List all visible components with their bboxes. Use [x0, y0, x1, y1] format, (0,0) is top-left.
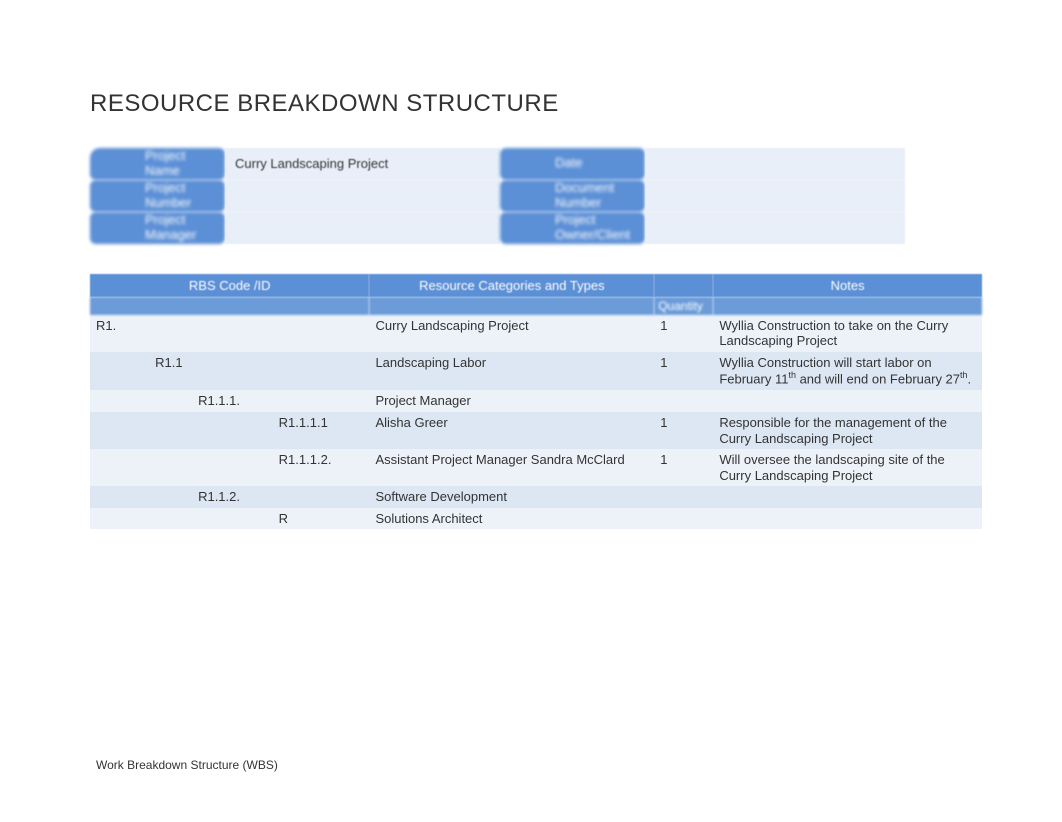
page-title: RESOURCE BREAKDOWN STRUCTURE — [90, 90, 982, 118]
label-date: Date — [500, 148, 645, 180]
table-cell — [654, 486, 713, 508]
label-project-number: Project Number — [90, 180, 225, 212]
table-cell: Landscaping Labor — [369, 352, 654, 391]
table-cell — [273, 390, 359, 412]
table-cell — [273, 352, 359, 391]
value-project-name: Curry Landscaping Project — [225, 148, 500, 180]
table-cell: R1.1 — [149, 352, 192, 391]
table-cell — [149, 508, 192, 530]
table-cell — [90, 486, 149, 508]
th-sub-blank1 — [90, 297, 369, 315]
th-qty-spacer — [654, 274, 713, 297]
table-cell-notes: Responsible for the management of the Cu… — [713, 412, 982, 449]
document-page: RESOURCE BREAKDOWN STRUCTURE Project Nam… — [0, 0, 1062, 529]
table-cell: R1.1.1.1 — [273, 412, 359, 449]
table-cell: Curry Landscaping Project — [369, 315, 654, 352]
table-row: R1.1.2. Software Development — [90, 486, 982, 508]
table-row: R1. Curry Landscaping Project1Wyllia Cons… — [90, 315, 982, 352]
table-cell: Solutions Architect — [369, 508, 654, 530]
table-cell — [359, 449, 370, 486]
table-cell: 1 — [654, 412, 713, 449]
rbs-table-head: RBS Code /ID Resource Categories and Typ… — [90, 274, 982, 315]
table-cell: 1 — [654, 449, 713, 486]
table-row: R Solutions Architect — [90, 508, 982, 530]
table-cell: Project Manager — [369, 390, 654, 412]
table-cell — [149, 486, 192, 508]
table-cell-notes: Will oversee the landscaping site of the… — [713, 449, 982, 486]
label-document-number: Document Number — [500, 180, 645, 212]
table-row: R1.1.1.1 Alisha Greer1Responsible for the… — [90, 412, 982, 449]
th-code: RBS Code /ID — [90, 274, 369, 297]
table-cell-notes — [713, 390, 982, 412]
table-cell: Assistant Project Manager Sandra McClard — [369, 449, 654, 486]
th-sub-blank3 — [713, 297, 982, 315]
value-date — [645, 148, 905, 180]
table-cell — [273, 486, 359, 508]
table-cell — [90, 352, 149, 391]
table-row: R1.1 Landscaping Labor1Wyllia Constructio… — [90, 352, 982, 391]
label-owner-client: Project Owner/Client — [500, 212, 645, 244]
table-cell: Alisha Greer — [369, 412, 654, 449]
th-categories: Resource Categories and Types — [369, 274, 654, 297]
table-cell — [90, 449, 149, 486]
table-cell-notes — [713, 508, 982, 530]
table-row: R1.1.1. Project Manager — [90, 390, 982, 412]
project-info-grid: Project Name Curry Landscaping Project D… — [90, 148, 982, 244]
table-cell — [90, 412, 149, 449]
table-cell — [149, 412, 192, 449]
table-cell — [149, 449, 192, 486]
table-cell: Software Development — [369, 486, 654, 508]
table-cell — [90, 390, 149, 412]
table-cell: 1 — [654, 352, 713, 391]
table-cell: 1 — [654, 315, 713, 352]
table-cell-notes — [713, 486, 982, 508]
table-cell — [192, 352, 273, 391]
value-owner-client — [645, 212, 905, 244]
table-cell — [359, 352, 370, 391]
rbs-table-body: R1.Curry Landscaping Project1Wyllia Cons… — [90, 315, 982, 530]
table-cell — [359, 508, 370, 530]
th-sub-blank2 — [369, 297, 654, 315]
table-cell — [359, 315, 370, 352]
table-cell-notes: Wyllia Construction will start labor on … — [713, 352, 982, 391]
table-cell — [192, 508, 273, 530]
th-notes: Notes — [713, 274, 982, 297]
table-cell — [192, 412, 273, 449]
table-cell — [359, 390, 370, 412]
table-cell — [273, 315, 359, 352]
value-document-number — [645, 180, 905, 212]
table-cell — [654, 390, 713, 412]
label-project-name: Project Name — [90, 148, 225, 180]
table-cell: R1.1.1.2. — [273, 449, 359, 486]
table-cell — [149, 315, 192, 352]
table-cell — [359, 412, 370, 449]
table-cell — [90, 508, 149, 530]
table-cell: R1. — [90, 315, 149, 352]
label-project-manager: Project Manager — [90, 212, 225, 244]
table-cell — [654, 508, 713, 530]
table-row: R1.1.1.2. Assistant Project Manager Sandr… — [90, 449, 982, 486]
value-project-manager — [225, 212, 500, 244]
th-quantity: Quantity — [654, 297, 713, 315]
table-cell: R1.1.2. — [192, 486, 273, 508]
footer-text: Work Breakdown Structure (WBS) — [96, 758, 278, 772]
table-cell-notes: Wyllia Construction to take on the Curry… — [713, 315, 982, 352]
table-cell — [149, 390, 192, 412]
table-cell — [192, 315, 273, 352]
table-cell — [192, 449, 273, 486]
table-cell: R — [273, 508, 359, 530]
rbs-table: RBS Code /ID Resource Categories and Typ… — [90, 274, 982, 530]
table-cell — [359, 486, 370, 508]
table-cell: R1.1.1. — [192, 390, 273, 412]
value-project-number — [225, 180, 500, 212]
